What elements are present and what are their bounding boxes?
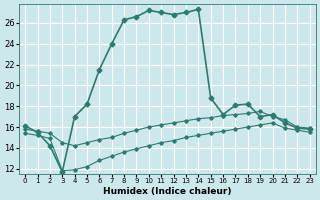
X-axis label: Humidex (Indice chaleur): Humidex (Indice chaleur) [103,187,232,196]
